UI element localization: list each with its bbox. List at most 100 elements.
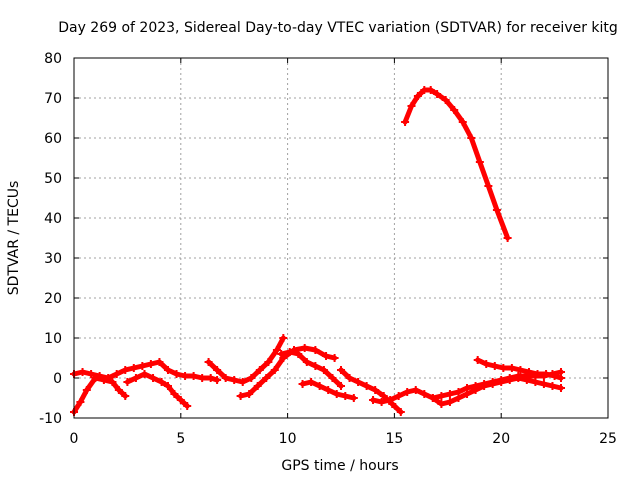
data-point [204, 358, 213, 366]
data-point [324, 386, 333, 394]
data-point [428, 394, 437, 402]
data-point [131, 374, 140, 382]
data-point [441, 96, 450, 104]
data-point [354, 378, 363, 386]
data-point [78, 368, 87, 376]
data-point [482, 360, 491, 368]
data-point [157, 378, 166, 386]
data-point [507, 364, 516, 372]
x-tick-label: 25 [599, 431, 617, 447]
data-point [255, 366, 264, 374]
data-point [121, 392, 130, 400]
data-point [463, 384, 472, 392]
data-point [262, 374, 271, 382]
data-point [330, 354, 339, 362]
data-point [497, 376, 506, 384]
data-point [337, 366, 345, 374]
data-point [396, 408, 405, 416]
data-point [129, 364, 138, 372]
series-line [402, 87, 511, 241]
data-point [420, 390, 429, 398]
data-point [467, 134, 476, 142]
y-tick-label: -10 [39, 411, 62, 427]
series-arc-c [123, 370, 192, 410]
data-point [163, 382, 172, 390]
chart-title: Day 269 of 2023, Sidereal Day-to-day VTE… [58, 20, 618, 36]
data-point [492, 206, 501, 214]
x-axis-label: GPS time / hours [281, 458, 398, 474]
series-arc-d [204, 334, 288, 386]
data-point [238, 378, 247, 386]
data-point [123, 378, 132, 386]
data-point [386, 396, 395, 404]
data-point [319, 366, 328, 374]
data-point [557, 374, 566, 382]
data-point [311, 362, 320, 370]
data-point [426, 86, 435, 94]
data-point [490, 362, 499, 370]
data-point [279, 334, 288, 342]
data-point [484, 182, 493, 190]
data-point [516, 366, 525, 374]
data-point [539, 380, 548, 388]
data-point [285, 348, 294, 356]
data-point [548, 382, 557, 390]
data-point [149, 374, 158, 382]
y-tick-label: 30 [44, 251, 62, 267]
data-point [270, 366, 279, 374]
series-arc-g [298, 378, 358, 402]
data-point [503, 234, 512, 242]
data-point [371, 386, 380, 394]
data-point [473, 356, 482, 364]
y-tick-label: 60 [44, 131, 62, 147]
y-tick-label: 20 [44, 291, 62, 307]
data-point [198, 374, 207, 382]
data-point [176, 396, 185, 404]
data-point [140, 370, 149, 378]
y-axis-label: SDTVAR / TECUs [6, 181, 22, 296]
y-axis: -10 0 10 20 30 40 50 60 70 80 [39, 51, 608, 427]
data-point [450, 106, 459, 114]
data-point [236, 392, 245, 400]
data-point [557, 384, 566, 392]
data-point [307, 378, 316, 386]
x-tick-label: 5 [176, 431, 185, 447]
data-point [181, 372, 190, 380]
data-point [514, 372, 523, 380]
data-point [253, 382, 262, 390]
data-point [206, 374, 215, 382]
data-point [294, 350, 303, 358]
data-point [322, 352, 331, 360]
series-line [71, 375, 128, 415]
data-point [505, 374, 514, 382]
data-point [189, 372, 198, 380]
data-point [401, 118, 410, 126]
y-tick-label: 40 [44, 211, 62, 227]
data-point [108, 378, 117, 386]
data-point [445, 398, 454, 406]
data-point [403, 388, 412, 396]
series-arc-k [473, 356, 566, 382]
data-point [499, 364, 508, 372]
data-point [394, 392, 403, 400]
data-point [533, 370, 542, 378]
data-point [170, 390, 179, 398]
data-point [480, 380, 489, 388]
data-point [82, 386, 91, 394]
data-point [433, 90, 442, 98]
x-axis: 0 5 10 15 20 25 [70, 58, 617, 447]
data-point [475, 158, 484, 166]
data-point [112, 370, 121, 378]
data-point [379, 392, 388, 400]
data-point [411, 386, 420, 394]
data-point [458, 118, 467, 126]
data-point [407, 102, 416, 110]
series-line [206, 335, 286, 385]
data-point [471, 382, 480, 390]
data-point [172, 370, 181, 378]
data-point [221, 374, 230, 382]
data-point [155, 358, 164, 366]
data-point [245, 390, 254, 398]
y-tick-label: 50 [44, 171, 62, 187]
